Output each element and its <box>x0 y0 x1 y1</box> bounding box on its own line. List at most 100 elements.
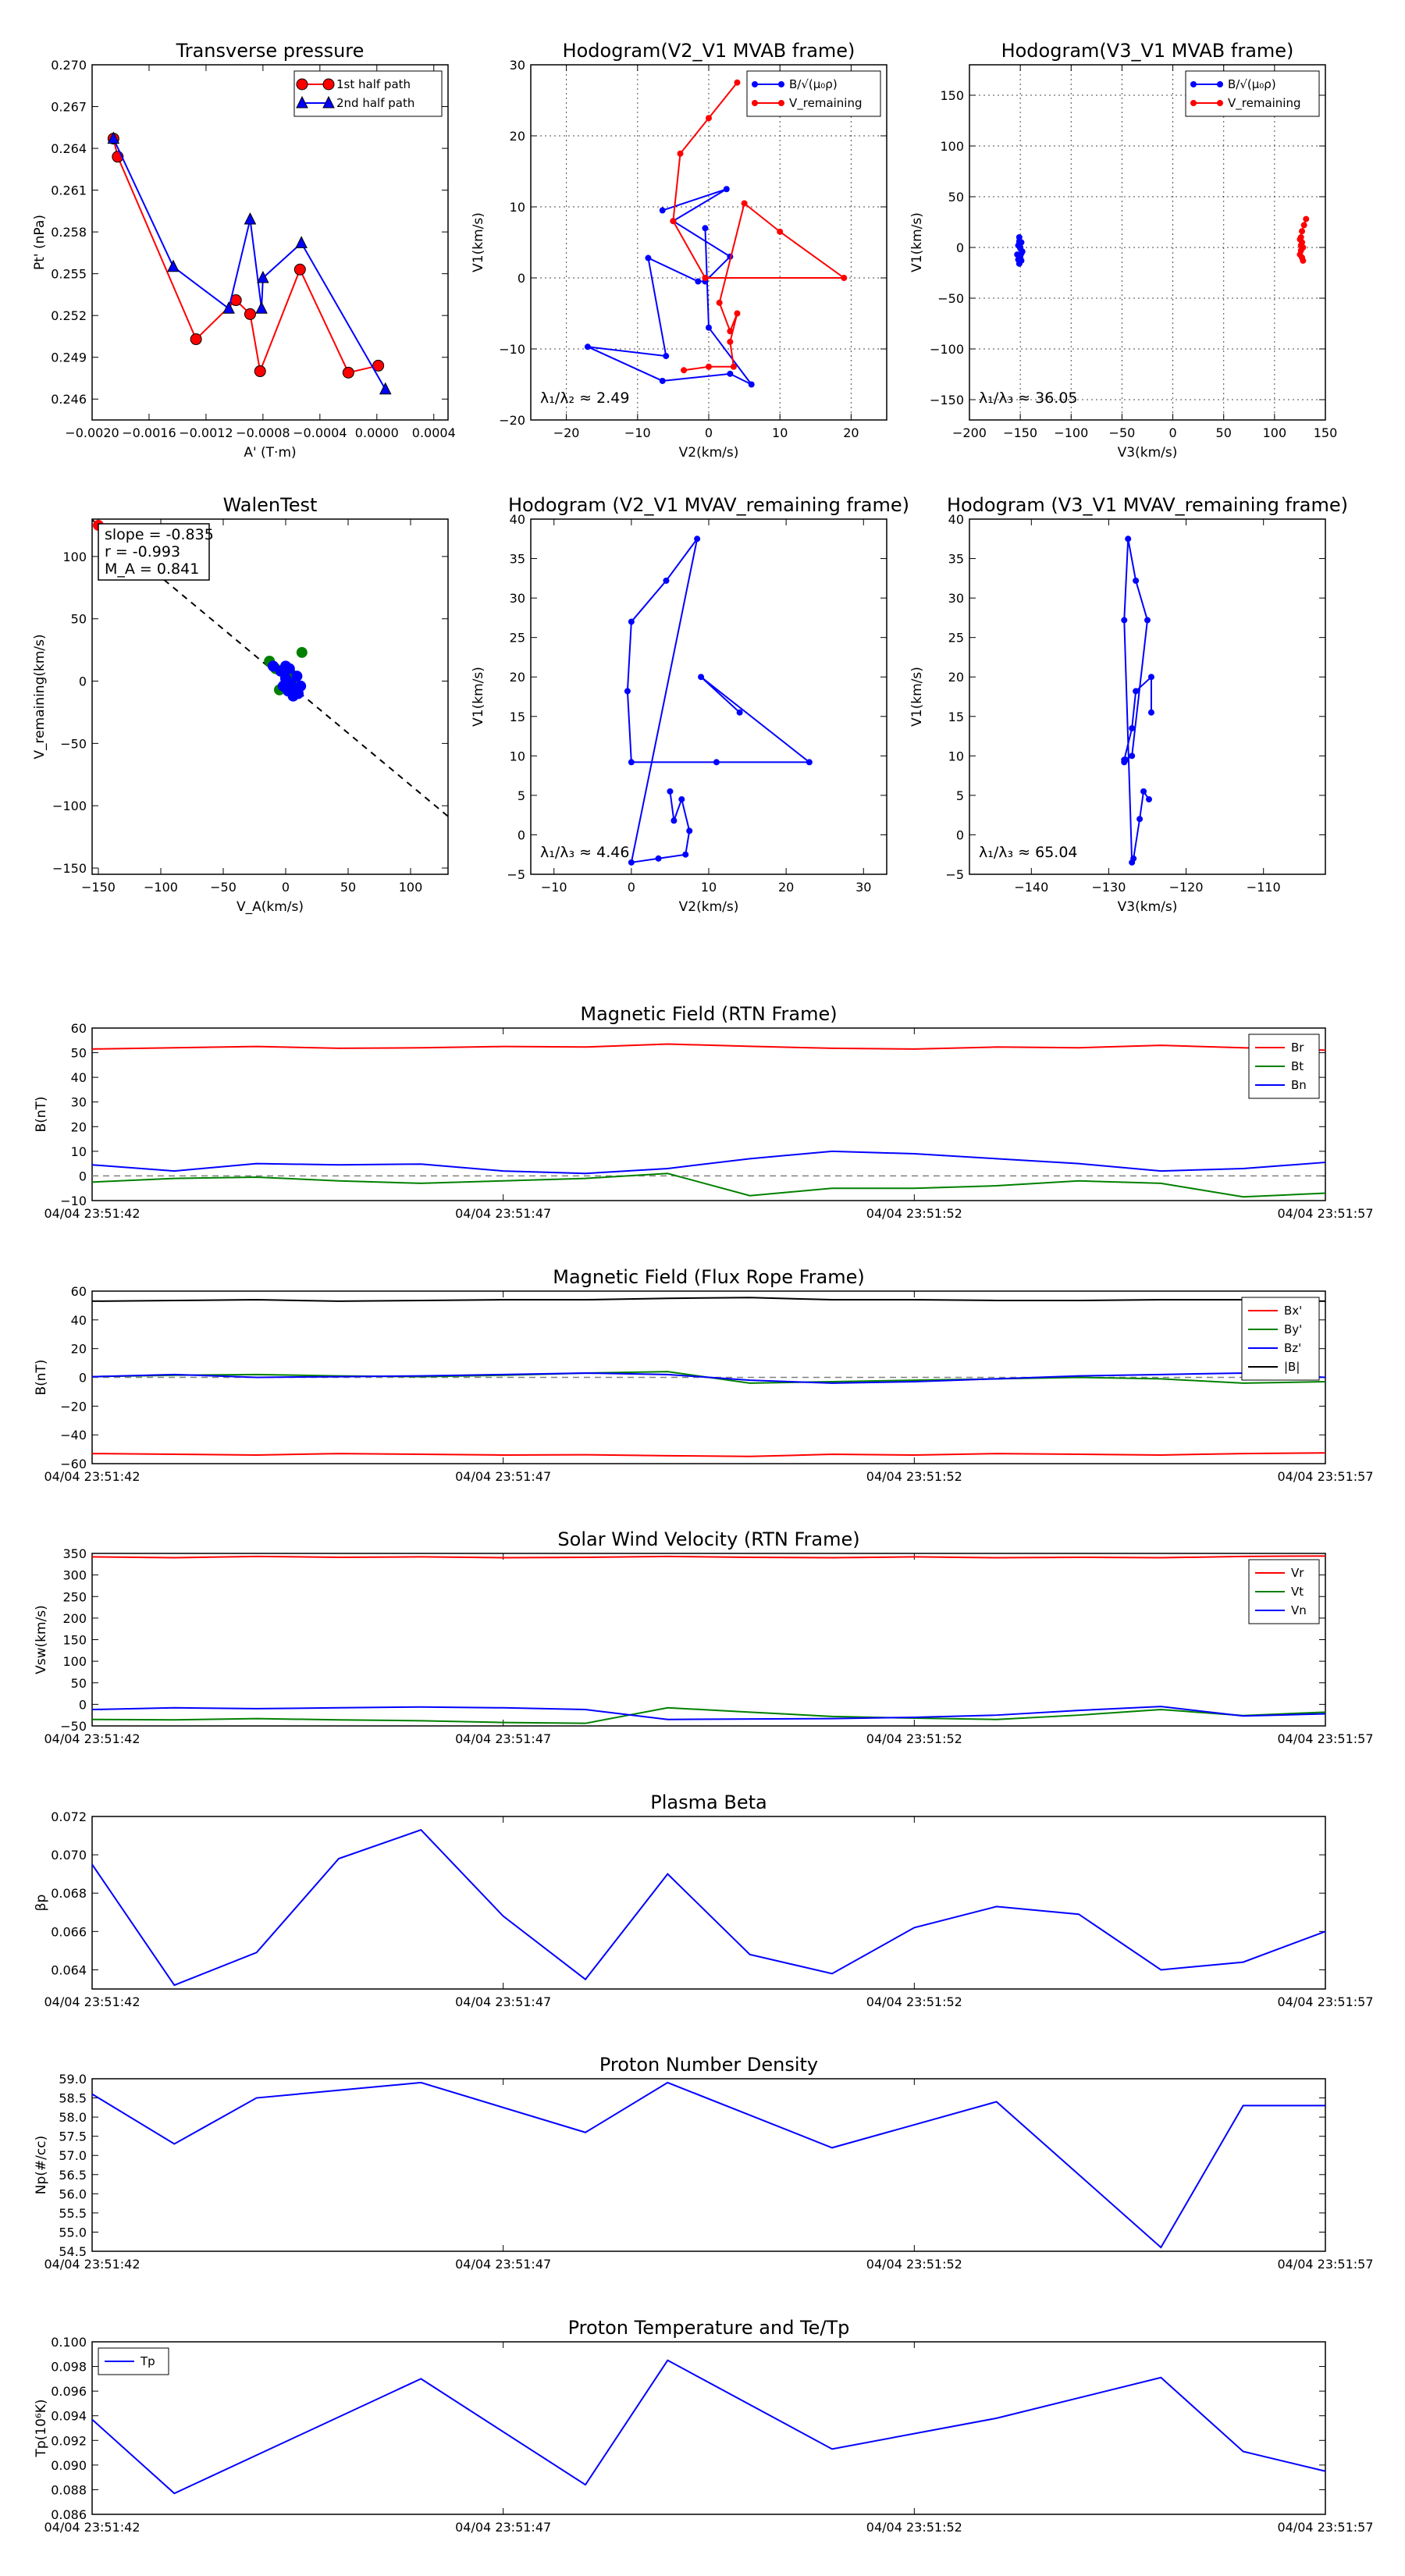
plot-frame <box>969 518 1326 875</box>
series-B/√(μ₀ρ) <box>584 186 755 388</box>
legend-item: V_remaining <box>752 96 863 111</box>
series-1st half path <box>107 133 385 379</box>
legend-label: |B| <box>1284 1360 1300 1374</box>
y-tick-label: 56.0 <box>59 2186 87 2201</box>
x-tick-label: 0 <box>628 880 635 895</box>
proton-number-density-chart: 04/04 23:51:42 04/04 23:51:47 04/04 23:51:… <box>34 2054 1374 2272</box>
data-point <box>1300 257 1307 264</box>
y-tick-label: 30 <box>948 591 964 606</box>
chart-title: Solar Wind Velocity (RTN Frame) <box>557 1528 859 1550</box>
data-point <box>663 353 670 360</box>
y-axis-label: V_remaining(km/s) <box>32 634 48 759</box>
x-tick-label: −0.0012 <box>179 425 233 440</box>
data-point <box>670 218 677 225</box>
chart-title: Transverse pressure <box>176 40 365 62</box>
y-tick-label: −60 <box>60 1457 87 1471</box>
legend-label: 1st half path <box>336 77 411 91</box>
data-point <box>698 674 705 681</box>
x-tick-label: −50 <box>1109 425 1136 440</box>
x-tick-label: 04/04 23:51:52 <box>866 2257 962 2272</box>
y-tick-label: 0.252 <box>51 308 87 323</box>
y-tick-label: 0.068 <box>51 1886 87 1901</box>
series-V_remaining <box>1297 215 1310 264</box>
annotation-text: slope = -0.835 <box>105 526 214 543</box>
data-point <box>730 363 737 370</box>
series-line-Vt <box>91 1706 1326 1724</box>
y-axis-label: B(nT) <box>34 1359 49 1395</box>
y-tick-label: 0.249 <box>51 350 87 365</box>
x-tick-label: 100 <box>1263 425 1287 440</box>
x-axis-label: V2(km/s) <box>679 899 739 915</box>
legend-label: V_remaining <box>1228 96 1301 111</box>
y-tick-label: 150 <box>62 1633 87 1648</box>
data-point <box>342 366 354 379</box>
chart-title: Hodogram(V2_V1 MVAB frame) <box>563 40 855 62</box>
y-axis-label: Vsw(km/s) <box>34 1605 49 1674</box>
y-tick-label: 10 <box>71 1144 87 1159</box>
x-tick-label: 04/04 23:51:42 <box>44 1731 140 1746</box>
plot-frame <box>91 1816 1326 1990</box>
y-tick-label: −5 <box>945 867 964 882</box>
data-point <box>1129 724 1136 731</box>
x-tick-label: 100 <box>399 880 423 895</box>
y-tick-label: 50 <box>71 1676 87 1691</box>
x-tick-label: 04/04 23:51:47 <box>455 1206 551 1221</box>
x-tick-label: 04/04 23:51:52 <box>866 1731 962 1746</box>
y-tick-label: 25 <box>510 631 525 646</box>
y-tick-label: −100 <box>52 799 87 813</box>
data-point <box>379 382 392 395</box>
y-tick-label: 20 <box>948 670 964 685</box>
data-point <box>1125 535 1132 543</box>
data-point <box>1015 256 1022 263</box>
data-point <box>628 759 635 766</box>
data-point <box>1133 577 1140 584</box>
data-point <box>752 81 758 87</box>
data-point <box>1147 674 1154 681</box>
x-tick-label: 0 <box>282 880 290 895</box>
plot-frame <box>91 64 449 421</box>
x-tick-label: 0.0004 <box>412 425 456 440</box>
legend-item: Vt <box>1255 1585 1304 1599</box>
y-tick-label: 0 <box>518 827 525 842</box>
data-point <box>727 328 734 335</box>
x-tick-label: 04/04 23:51:42 <box>44 1206 140 1221</box>
data-point <box>734 79 741 86</box>
plot-frame <box>530 64 887 421</box>
data-point <box>296 78 308 91</box>
x-tick-label: −100 <box>144 880 178 895</box>
data-point <box>695 278 702 285</box>
x-tick-label: 04/04 23:51:57 <box>1277 1731 1373 1746</box>
data-point <box>806 759 813 766</box>
data-point <box>293 263 306 276</box>
y-tick-label: −150 <box>52 861 87 876</box>
x-tick-label: 04/04 23:51:47 <box>455 1469 551 1484</box>
annotation-text: M_A = 0.841 <box>105 560 199 578</box>
x-tick-label: 04/04 23:51:42 <box>44 2257 140 2272</box>
legend-label: Tp <box>140 2354 155 2368</box>
chart-title: Hodogram(V3_V1 MVAB frame) <box>1001 40 1294 62</box>
y-tick-label: 56.5 <box>59 2168 87 2183</box>
chart-title: Proton Temperature and Te/Tp <box>568 2317 850 2339</box>
y-tick-label: 35 <box>948 552 964 567</box>
scatter-point <box>283 663 295 674</box>
y-tick-label: −20 <box>60 1399 87 1414</box>
y-tick-label: 0.088 <box>51 2482 87 2497</box>
data-point <box>1217 81 1223 87</box>
plot-frame <box>530 518 887 875</box>
y-tick-label: 0.092 <box>51 2433 87 2448</box>
data-point <box>1145 795 1152 802</box>
data-point <box>706 115 712 122</box>
legend-label: Br <box>1291 1041 1304 1055</box>
x-tick-label: 0 <box>705 425 713 440</box>
y-tick-label: 0.064 <box>51 1962 87 1977</box>
legend: B/√(μ₀ρ) V_remaining <box>746 70 881 117</box>
series-line-|B| <box>91 1297 1326 1302</box>
data-point <box>727 338 734 345</box>
x-tick-label: −110 <box>1247 880 1281 895</box>
data-point <box>667 788 674 795</box>
x-tick-label: 04/04 23:51:57 <box>1277 1206 1373 1221</box>
y-tick-label: 0 <box>79 674 87 689</box>
data-point <box>670 817 678 824</box>
data-point <box>752 100 758 106</box>
